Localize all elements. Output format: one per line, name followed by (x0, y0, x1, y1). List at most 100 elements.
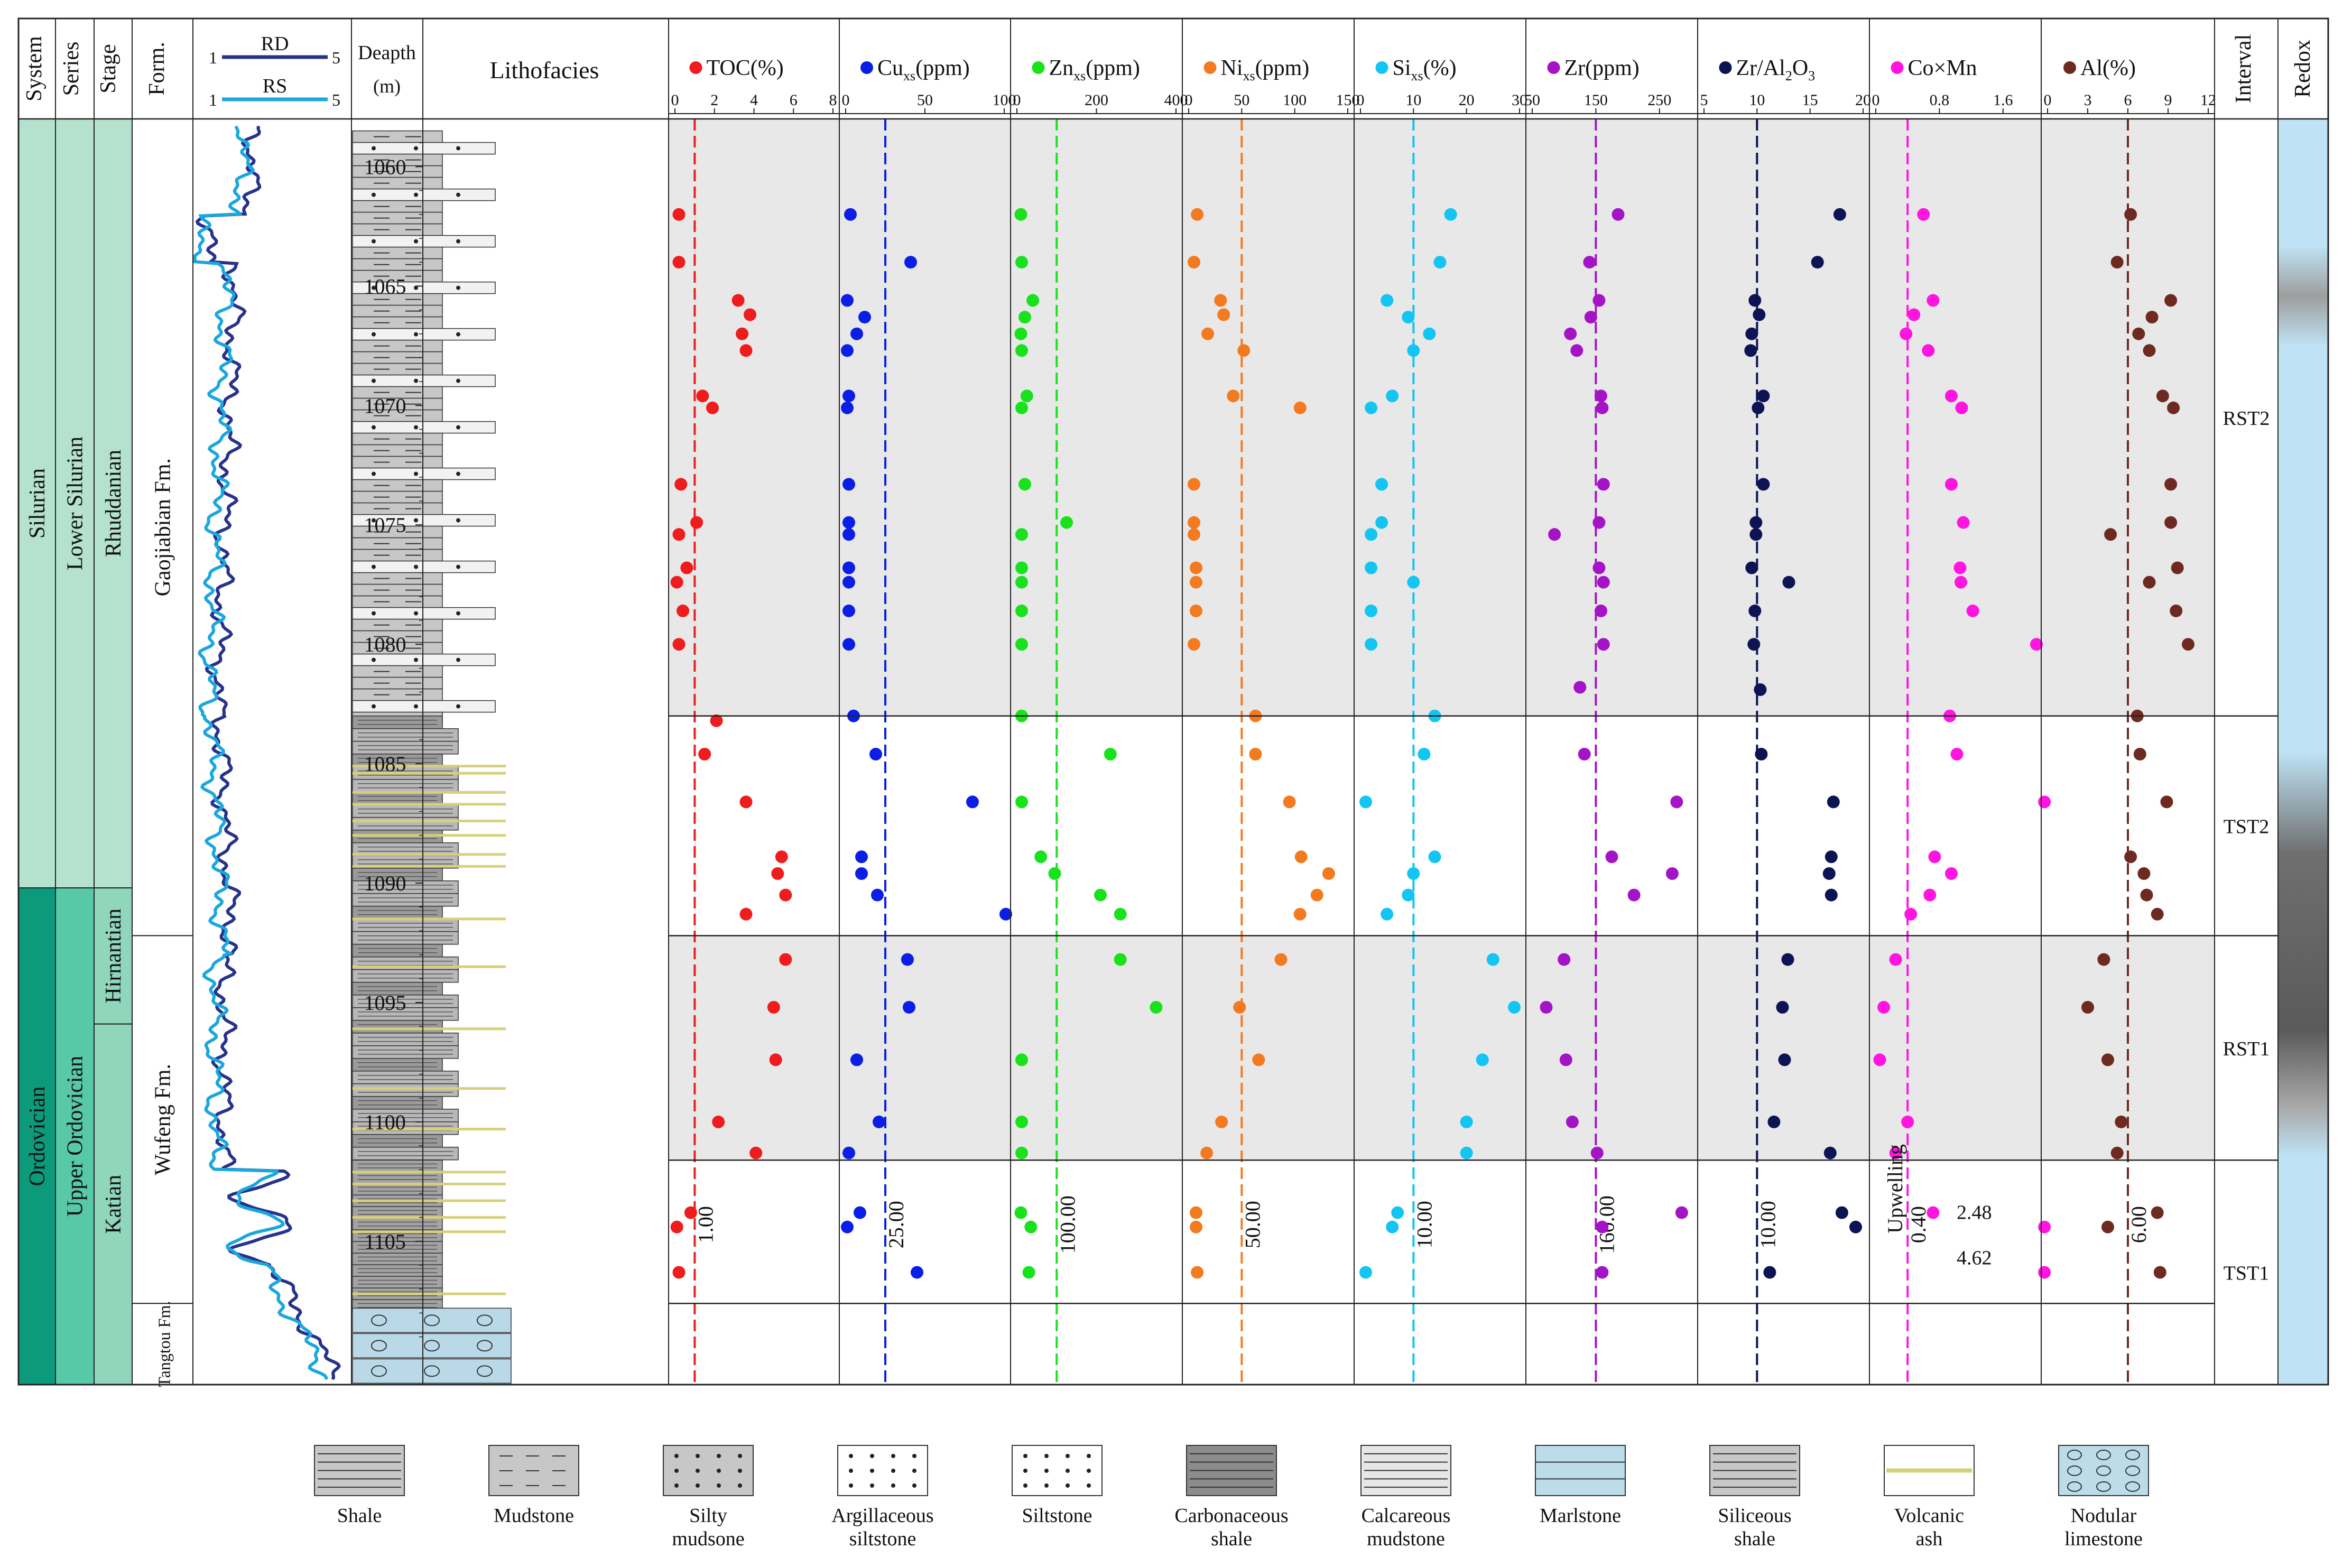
data-point (1811, 256, 1824, 269)
data-point (1548, 528, 1561, 541)
data-point (844, 208, 857, 221)
data-point (871, 888, 884, 902)
data-point (1953, 561, 1967, 574)
rd-min-label: 1 (209, 48, 217, 67)
data-point (1957, 516, 1970, 529)
depth-tick-label: 1065 (364, 274, 406, 298)
legend-mark (1023, 1469, 1027, 1473)
data-point (842, 561, 855, 574)
panel-legend-marker (1891, 61, 1904, 74)
system-label: Ordovician (25, 1087, 50, 1186)
legend-mark (2125, 1465, 2140, 1476)
data-point (1191, 1266, 1204, 1279)
data-point (1778, 1053, 1791, 1066)
data-point (1283, 795, 1296, 809)
data-point (1365, 638, 1378, 651)
panel-tick-label: 8 (829, 91, 837, 109)
value-annotation: 2.48 (1957, 1202, 1992, 1224)
data-point (842, 516, 855, 529)
litho-bed (352, 211, 443, 225)
data-point (2143, 344, 2156, 357)
depth-tick-label: 1060 (364, 155, 406, 179)
data-point (1597, 478, 1610, 491)
legend-swatch (1535, 1445, 1626, 1496)
legend-mark (717, 1483, 721, 1488)
litho-mark (456, 704, 460, 709)
litho-mark (372, 192, 376, 197)
data-point (672, 638, 686, 651)
depth-tick-label: 1080 (364, 633, 406, 656)
litho-bed (352, 456, 443, 469)
litho-mark (372, 518, 376, 523)
panel-legend-marker (1032, 61, 1045, 74)
data-point (1945, 389, 1958, 403)
depth-tick-label: 1095 (364, 991, 406, 1015)
panel-legend-marker (1547, 61, 1560, 74)
data-point (1015, 795, 1028, 809)
data-point (2038, 795, 2051, 809)
data-point (2101, 1220, 2114, 1233)
data-point (680, 561, 693, 574)
legend-item-mudstone: Mudstone (488, 1445, 579, 1527)
data-point (1190, 1206, 1202, 1219)
data-point (855, 867, 868, 880)
data-point (672, 208, 686, 221)
data-point (2124, 850, 2137, 864)
data-point (2101, 1053, 2114, 1066)
panel-title-2: Znxs(ppm) (1032, 56, 1140, 83)
data-point (1381, 294, 1394, 307)
legend-mark (912, 1454, 916, 1458)
data-point (749, 1146, 763, 1159)
data-point (1365, 528, 1378, 541)
panel-tick-label: 20 (1459, 91, 1475, 109)
litho-mark (371, 1340, 387, 1352)
legend-mark (696, 1469, 700, 1473)
header-stage: Stage (96, 44, 121, 93)
legend-label: mudstone (1367, 1528, 1445, 1550)
panel-reference-label: 6.00 (2127, 1206, 2151, 1243)
data-point (1359, 1266, 1372, 1279)
panel-title-7: Co×Mn (1891, 56, 1977, 80)
data-point (1375, 516, 1388, 529)
header-interval: Interval (2231, 34, 2256, 104)
litho-mark (372, 564, 376, 569)
data-point (1596, 401, 1609, 414)
rd-max-label: 5 (332, 48, 340, 67)
panel-tick-label: 0 (2044, 91, 2052, 109)
data-point (1293, 907, 1307, 921)
data-point (1781, 953, 1794, 966)
legend-mark (2096, 1465, 2111, 1476)
legend-mark (738, 1483, 742, 1488)
data-point (858, 311, 871, 324)
rs-log-curve (193, 125, 328, 1380)
data-point (1825, 888, 1838, 902)
data-point (690, 516, 703, 529)
litho-bed (352, 200, 443, 213)
panel-tick-label: 50 (917, 91, 933, 109)
data-point (2164, 294, 2178, 307)
data-point (842, 389, 855, 403)
panel-title: Zr(ppm) (1564, 56, 1640, 80)
data-point (850, 327, 863, 340)
legend-mark (717, 1469, 721, 1473)
data-point (1188, 528, 1200, 541)
panel-tick-label: 0 (1872, 91, 1880, 109)
legend-label: ash (1916, 1528, 1943, 1550)
data-point (1904, 907, 1918, 921)
panel-tick-label: 15 (1802, 91, 1818, 109)
data-point (1922, 344, 1935, 357)
data-point (739, 344, 753, 357)
data-point (1827, 795, 1840, 809)
panel-tick-label: 20 (1855, 91, 1871, 109)
data-point (1670, 795, 1683, 809)
legend-mark (849, 1483, 853, 1488)
litho-bed (352, 778, 459, 793)
legend-label: shale (1211, 1528, 1252, 1550)
panel-title: TOC(%) (707, 56, 784, 80)
litho-mark (456, 611, 460, 616)
litho-bed (352, 1096, 443, 1110)
data-point (2182, 638, 2194, 651)
data-point (1428, 850, 1441, 864)
data-point (696, 389, 709, 403)
